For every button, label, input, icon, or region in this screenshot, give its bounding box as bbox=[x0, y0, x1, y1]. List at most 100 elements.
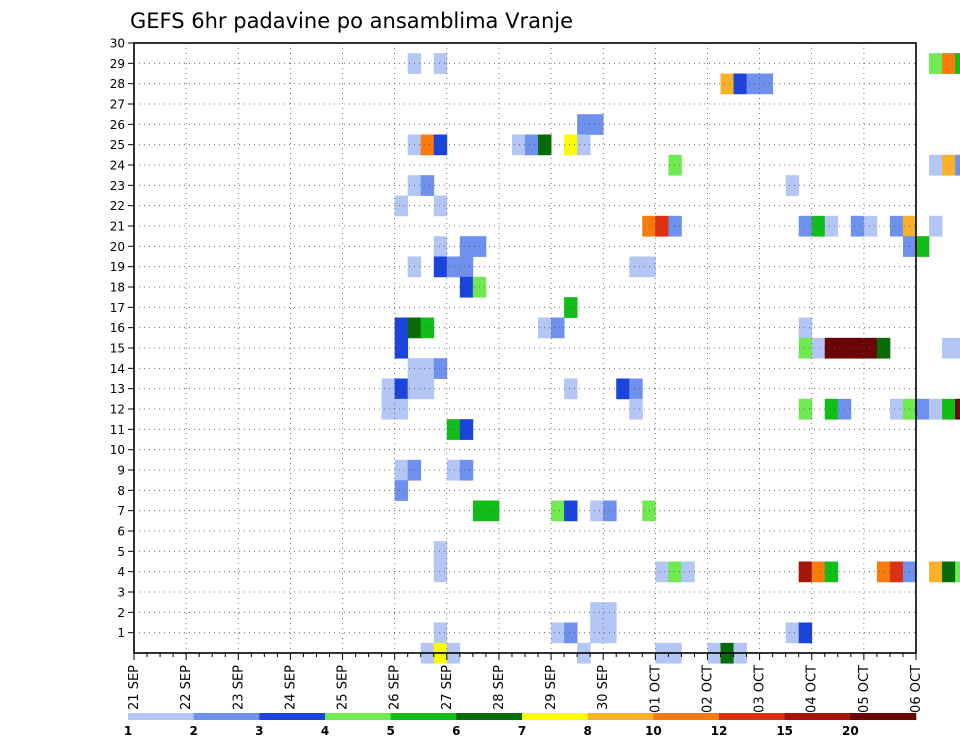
y-tick-label: 29 bbox=[110, 57, 125, 71]
x-tick-label: 29 SEP bbox=[544, 665, 559, 710]
heatmap-cell bbox=[394, 337, 409, 359]
heatmap-cell bbox=[590, 114, 604, 135]
y-tick-label: 19 bbox=[110, 260, 125, 274]
heatmap-cell bbox=[394, 480, 409, 501]
legend-swatch bbox=[325, 713, 391, 720]
heatmap-cell bbox=[942, 561, 956, 583]
y-tick-label: 13 bbox=[110, 382, 125, 396]
heatmap-cell bbox=[929, 398, 943, 420]
legend-label: 4 bbox=[321, 724, 329, 738]
heatmap-cell bbox=[420, 175, 435, 196]
y-tick-label: 17 bbox=[110, 301, 125, 315]
heatmap-cell bbox=[551, 317, 565, 339]
heatmap-cell bbox=[446, 256, 461, 278]
heatmap-cell bbox=[590, 622, 604, 644]
y-tick-label: 22 bbox=[110, 199, 125, 213]
legend-swatch bbox=[850, 713, 917, 720]
x-tick-label: 21 SEP bbox=[127, 665, 142, 710]
heatmap-cell bbox=[668, 154, 682, 176]
heatmap-cell bbox=[433, 236, 448, 257]
heatmap-cell bbox=[394, 398, 409, 420]
y-tick-label: 8 bbox=[117, 484, 125, 498]
legend-label: 6 bbox=[452, 724, 460, 738]
x-tick-label: 01 OCT bbox=[648, 665, 663, 713]
heatmap-cell bbox=[798, 398, 813, 420]
y-tick-label: 20 bbox=[110, 240, 125, 254]
x-tick-label: 03 OCT bbox=[753, 665, 768, 713]
y-tick-label: 9 bbox=[117, 464, 125, 478]
y-tick-label: 23 bbox=[110, 179, 125, 193]
grid-lines bbox=[134, 43, 916, 653]
x-tick-label: 02 OCT bbox=[700, 665, 715, 713]
heatmap-cell bbox=[616, 378, 630, 400]
heatmap-cell bbox=[889, 561, 904, 583]
heatmap-cell bbox=[942, 154, 956, 176]
heatmap-cell bbox=[655, 215, 669, 237]
heatmap-cell bbox=[955, 53, 960, 74]
legend-label: 3 bbox=[255, 724, 263, 738]
heatmap-cell bbox=[929, 561, 943, 583]
heatmap-cell bbox=[629, 398, 643, 420]
heatmap-cell bbox=[811, 561, 826, 583]
x-tick-label: 23 SEP bbox=[231, 665, 246, 710]
heatmap-cell bbox=[668, 561, 682, 583]
heatmap-cell bbox=[746, 73, 760, 95]
heatmap-cell bbox=[551, 622, 565, 644]
legend-label: 5 bbox=[386, 724, 394, 738]
y-tick-label: 27 bbox=[110, 98, 125, 112]
legend-swatch bbox=[259, 713, 326, 720]
x-tick-label: 05 OCT bbox=[857, 665, 872, 713]
y-tick-label: 30 bbox=[110, 37, 125, 51]
heatmap-cell bbox=[785, 175, 800, 196]
y-tick-label: 5 bbox=[117, 545, 125, 559]
heatmap-cell bbox=[459, 236, 474, 257]
heatmap-cell bbox=[929, 53, 943, 74]
heatmap-cell bbox=[459, 256, 474, 278]
heatmap-cell bbox=[889, 215, 904, 237]
heatmap-cell bbox=[564, 297, 578, 318]
heatmap-cell bbox=[433, 561, 448, 583]
y-tick-label: 1 bbox=[117, 626, 125, 640]
legend-label: 7 bbox=[518, 724, 526, 738]
heatmap-cell bbox=[381, 398, 396, 420]
y-tick-label: 26 bbox=[110, 118, 125, 132]
heatmap-cell bbox=[798, 215, 813, 237]
heatmap-cell bbox=[720, 73, 734, 95]
y-tick-label: 24 bbox=[110, 159, 125, 173]
heatmap-cell bbox=[446, 459, 461, 481]
heatmap-cell bbox=[420, 378, 435, 400]
heatmap-cell bbox=[629, 378, 643, 400]
x-tick-label: 27 SEP bbox=[440, 665, 455, 710]
x-tick-label: 22 SEP bbox=[179, 665, 194, 710]
heatmap-cell bbox=[655, 561, 669, 583]
legend-label: 2 bbox=[189, 724, 197, 738]
heatmap-cell bbox=[511, 134, 526, 156]
heatmap-cell bbox=[446, 419, 461, 440]
y-tick-label: 16 bbox=[110, 321, 125, 335]
x-tick-label: 24 SEP bbox=[283, 665, 298, 710]
legend-swatch bbox=[456, 713, 523, 720]
heatmap-cell bbox=[916, 398, 930, 420]
heatmap-cell bbox=[942, 53, 956, 74]
legend-swatch bbox=[784, 713, 851, 720]
legend-swatch bbox=[653, 713, 720, 720]
color-legend: 1 2 3 4 5 6 7 8 10 12 15 20 bbox=[124, 713, 917, 738]
heatmap-cell bbox=[955, 561, 960, 583]
heatmap-cell bbox=[525, 134, 539, 156]
heatmap-cell bbox=[824, 215, 839, 237]
heatmap-cell bbox=[916, 236, 930, 257]
x-tick-label: 25 SEP bbox=[336, 665, 351, 710]
heatmap-cell bbox=[564, 622, 578, 644]
heatmap-cell bbox=[433, 53, 448, 74]
heatmap-cell bbox=[394, 378, 409, 400]
heatmap-cell bbox=[889, 398, 904, 420]
heatmap-cell bbox=[876, 561, 891, 583]
y-tick-label: 25 bbox=[110, 138, 125, 152]
x-axis: 21 SEP 22 SEP 23 SEP 24 SEP 25 SEP 26 SEP 27 S… bbox=[127, 653, 924, 713]
y-tick-label: 2 bbox=[117, 606, 125, 620]
legend-swatch bbox=[128, 713, 194, 720]
y-tick-label: 15 bbox=[110, 342, 125, 356]
heatmap-cell bbox=[759, 73, 774, 95]
heatmap-cell bbox=[629, 256, 643, 278]
